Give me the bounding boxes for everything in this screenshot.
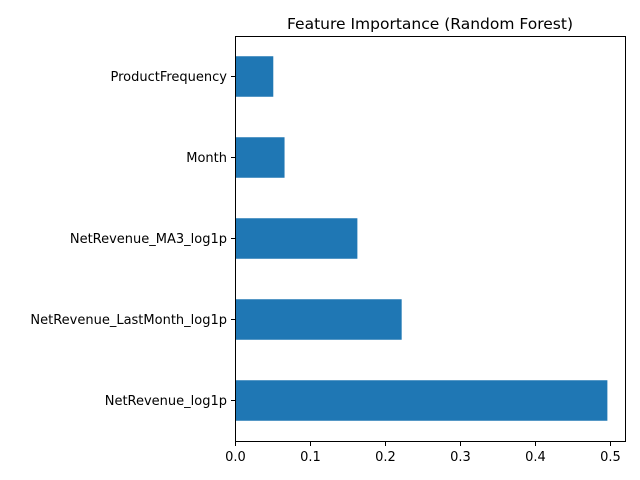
x-tick-label-4: 0.4: [525, 450, 546, 465]
x-axis-ticks: 0.0 0.1 0.2 0.3 0.4 0.5: [225, 441, 621, 465]
bar-2: [235, 218, 358, 259]
y-tick-label-0: NetRevenue_log1p: [105, 394, 227, 409]
y-tick-label-3: Month: [186, 151, 227, 166]
x-tick-label-5: 0.5: [600, 450, 621, 465]
bar-0: [235, 380, 608, 421]
y-tick-label-1: NetRevenue_LastMonth_log1p: [30, 313, 227, 328]
y-tick-label-4: ProductFrequency: [110, 70, 227, 85]
y-tick-label-2: NetRevenue_MA3_log1p: [70, 232, 227, 247]
x-tick-label-2: 0.2: [375, 450, 396, 465]
y-axis-ticks: NetRevenue_log1p NetRevenue_LastMonth_log…: [30, 70, 235, 409]
chart-title: Feature Importance (Random Forest): [287, 15, 573, 33]
bars-group: [235, 56, 608, 421]
x-tick-label-3: 0.3: [450, 450, 471, 465]
x-tick-label-1: 0.1: [300, 450, 321, 465]
bar-3: [235, 137, 285, 178]
bar-1: [235, 299, 402, 340]
x-tick-label-0: 0.0: [225, 450, 246, 465]
bar-4: [235, 56, 274, 97]
